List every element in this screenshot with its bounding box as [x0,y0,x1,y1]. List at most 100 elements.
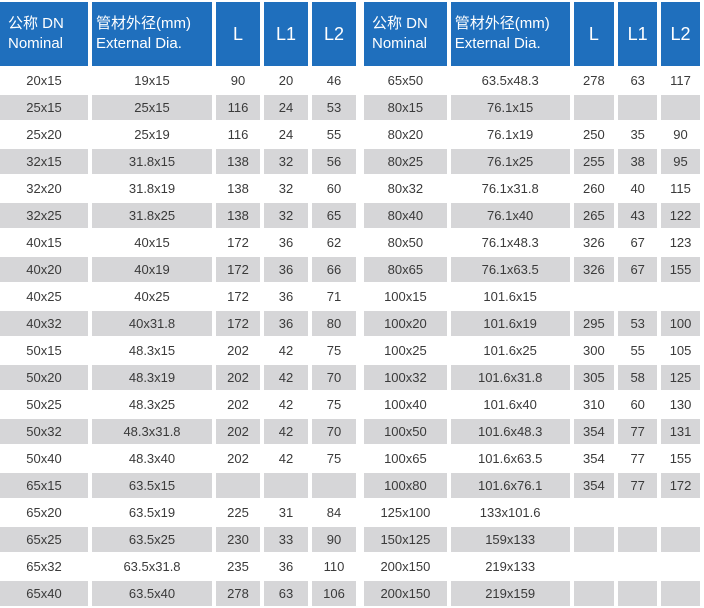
cell-l2: 90 [661,122,700,147]
cell-pipe-dia: 25x19 [92,122,212,147]
cell-nominal: 65x25 [0,527,88,552]
cell-l2: 75 [312,392,356,417]
cell-l1: 24 [264,122,308,147]
cell-l [573,527,615,552]
cell-l1: 43 [618,203,658,228]
header-l: L [216,2,260,66]
cell-pipe-dia: 101.6x76.1 [450,473,570,498]
table-row: 50x20 48.3x19 202 42 70 [0,365,356,390]
header-pipe-en: External Dia. [454,35,541,52]
cell-l: 305 [573,365,615,390]
cell-nominal: 50x15 [0,338,88,363]
cell-l1: 36 [264,284,308,309]
table-row: 100x65 101.6x63.5 354 77 155 [364,446,700,471]
table-row: 40x15 40x15 172 36 62 [0,230,356,255]
cell-l1: 67 [618,257,658,282]
cell-nominal: 150x125 [364,527,447,552]
table-body-right: 65x50 63.5x48.3 278 63 117 80x15 76.1x15 80x20 7… [364,68,700,606]
cell-l1 [618,95,658,120]
table-row: 100x32 101.6x31.8 305 58 125 [364,365,700,390]
table-row: 40x32 40x31.8 172 36 80 [0,311,356,336]
cell-pipe-dia: 40x25 [92,284,212,309]
header-pipe-en: External Dia. [96,35,182,52]
table-row: 100x80 101.6x76.1 354 77 172 [364,473,700,498]
cell-pipe-dia: 31.8x15 [92,149,212,174]
cell-nominal: 40x20 [0,257,88,282]
cell-pipe-dia: 101.6x31.8 [450,365,570,390]
cell-l1: 31 [264,500,308,525]
cell-l: 255 [573,149,615,174]
table-row: 200x150 219x133 [364,554,700,579]
cell-l [573,95,615,120]
table-row: 80x20 76.1x19 250 35 90 [364,122,700,147]
cell-nominal: 80x40 [364,203,447,228]
cell-pipe-dia: 31.8x25 [92,203,212,228]
cell-nominal: 100x15 [364,284,447,309]
cell-pipe-dia: 63.5x19 [92,500,212,525]
cell-pipe-dia: 76.1x15 [450,95,570,120]
cell-pipe-dia: 76.1x40 [450,203,570,228]
table-row: 125x100 133x101.6 [364,500,700,525]
cell-nominal: 100x32 [364,365,447,390]
cell-l1: 36 [264,554,308,579]
cell-l1 [264,473,308,498]
header-pipe-cn: 管材外径(mm) [454,15,550,32]
cell-nominal: 40x25 [0,284,88,309]
table-row: 80x50 76.1x48.3 326 67 123 [364,230,700,255]
table-row: 50x15 48.3x15 202 42 75 [0,338,356,363]
cell-pipe-dia: 63.5x15 [92,473,212,498]
cell-nominal: 32x20 [0,176,88,201]
cell-l: 202 [216,446,260,471]
cell-l2: 80 [312,311,356,336]
cell-pipe-dia: 48.3x19 [92,365,212,390]
table-row: 65x15 63.5x15 [0,473,356,498]
cell-l2: 70 [312,365,356,390]
cell-nominal: 125x100 [364,500,447,525]
cell-l1: 32 [264,176,308,201]
cell-pipe-dia: 101.6x25 [450,338,570,363]
cell-l1: 77 [618,473,658,498]
cell-nominal: 65x15 [0,473,88,498]
cell-nominal: 65x32 [0,554,88,579]
cell-nominal: 32x25 [0,203,88,228]
cell-nominal: 80x15 [364,95,447,120]
cell-l2: 105 [661,338,700,363]
cell-l2: 130 [661,392,700,417]
cell-nominal: 100x80 [364,473,447,498]
cell-l: 326 [573,257,615,282]
cell-l1: 60 [618,392,658,417]
table-row: 40x25 40x25 172 36 71 [0,284,356,309]
cell-nominal: 50x32 [0,419,88,444]
cell-nominal: 100x50 [364,419,447,444]
cell-nominal: 80x32 [364,176,447,201]
cell-pipe-dia: 76.1x19 [450,122,570,147]
cell-pipe-dia: 63.5x31.8 [92,554,212,579]
cell-nominal: 65x20 [0,500,88,525]
cell-l1: 36 [264,311,308,336]
cell-pipe-dia: 63.5x25 [92,527,212,552]
cell-l: 278 [216,581,260,606]
cell-nominal: 200x150 [364,554,447,579]
cell-l: 265 [573,203,615,228]
cell-l: 116 [216,95,260,120]
cell-l2: 46 [312,68,356,93]
cell-l1: 32 [264,203,308,228]
cell-l2 [661,581,700,606]
table-row: 65x40 63.5x40 278 63 106 [0,581,356,606]
cell-nominal: 80x20 [364,122,447,147]
cell-pipe-dia: 63.5x48.3 [450,68,570,93]
cell-l2: 115 [661,176,700,201]
cell-l2: 56 [312,149,356,174]
cell-pipe-dia: 48.3x15 [92,338,212,363]
cell-l2: 53 [312,95,356,120]
cell-l: 354 [573,419,615,444]
cell-l2 [661,284,700,309]
table-row: 25x20 25x19 116 24 55 [0,122,356,147]
header-pipe-dia: 管材外径(mm) External Dia. [450,2,570,66]
header-nominal: 公称 DN Nominal [364,2,447,66]
cell-l2: 131 [661,419,700,444]
table-row: 32x20 31.8x19 138 32 60 [0,176,356,201]
cell-nominal: 50x40 [0,446,88,471]
cell-l2: 75 [312,446,356,471]
cell-pipe-dia: 133x101.6 [450,500,570,525]
